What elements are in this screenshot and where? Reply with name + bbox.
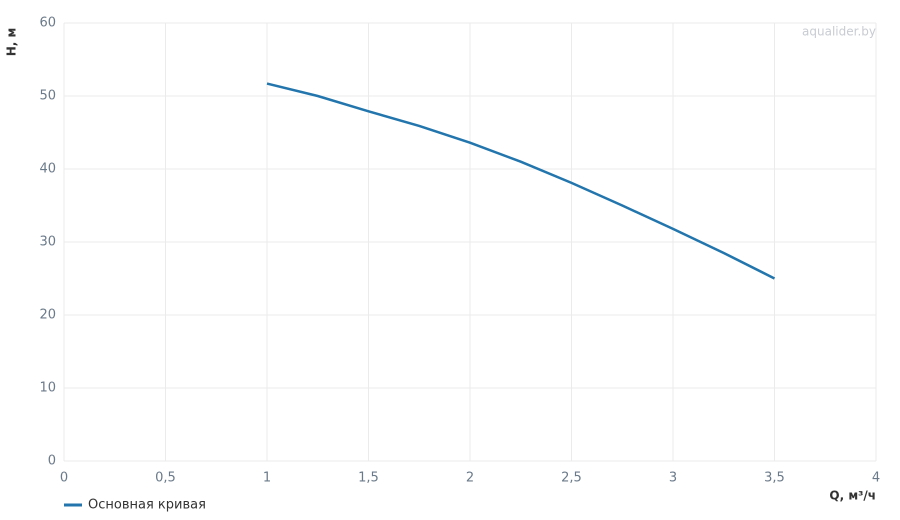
x-tick-label: 0,5 bbox=[155, 471, 176, 486]
y-tick-label: 60 bbox=[39, 16, 56, 31]
x-tick-label: 2 bbox=[466, 471, 474, 486]
x-tick-label: 3,5 bbox=[764, 471, 785, 486]
data-line bbox=[266, 82, 776, 280]
x-tick-label: 1,5 bbox=[358, 471, 379, 486]
x-tick-label: 4 bbox=[872, 471, 880, 486]
x-axis-title: Q, м³/ч bbox=[829, 489, 876, 503]
x-tick-label: 1 bbox=[263, 471, 271, 486]
y-axis-title: H, м bbox=[5, 28, 19, 57]
legend-label: Основная кривая bbox=[88, 498, 206, 513]
y-tick-label: 50 bbox=[39, 89, 56, 104]
x-tick-label: 3 bbox=[669, 471, 677, 486]
watermark: aqualider.by bbox=[802, 25, 876, 39]
y-tick-label: 30 bbox=[39, 235, 56, 250]
y-tick-label: 20 bbox=[39, 308, 56, 323]
y-tick-label: 0 bbox=[48, 454, 56, 469]
x-tick-label: 2,5 bbox=[561, 471, 582, 486]
x-tick-label: 0 bbox=[60, 471, 68, 486]
y-tick-label: 40 bbox=[39, 162, 56, 177]
y-tick-label: 10 bbox=[39, 381, 56, 396]
